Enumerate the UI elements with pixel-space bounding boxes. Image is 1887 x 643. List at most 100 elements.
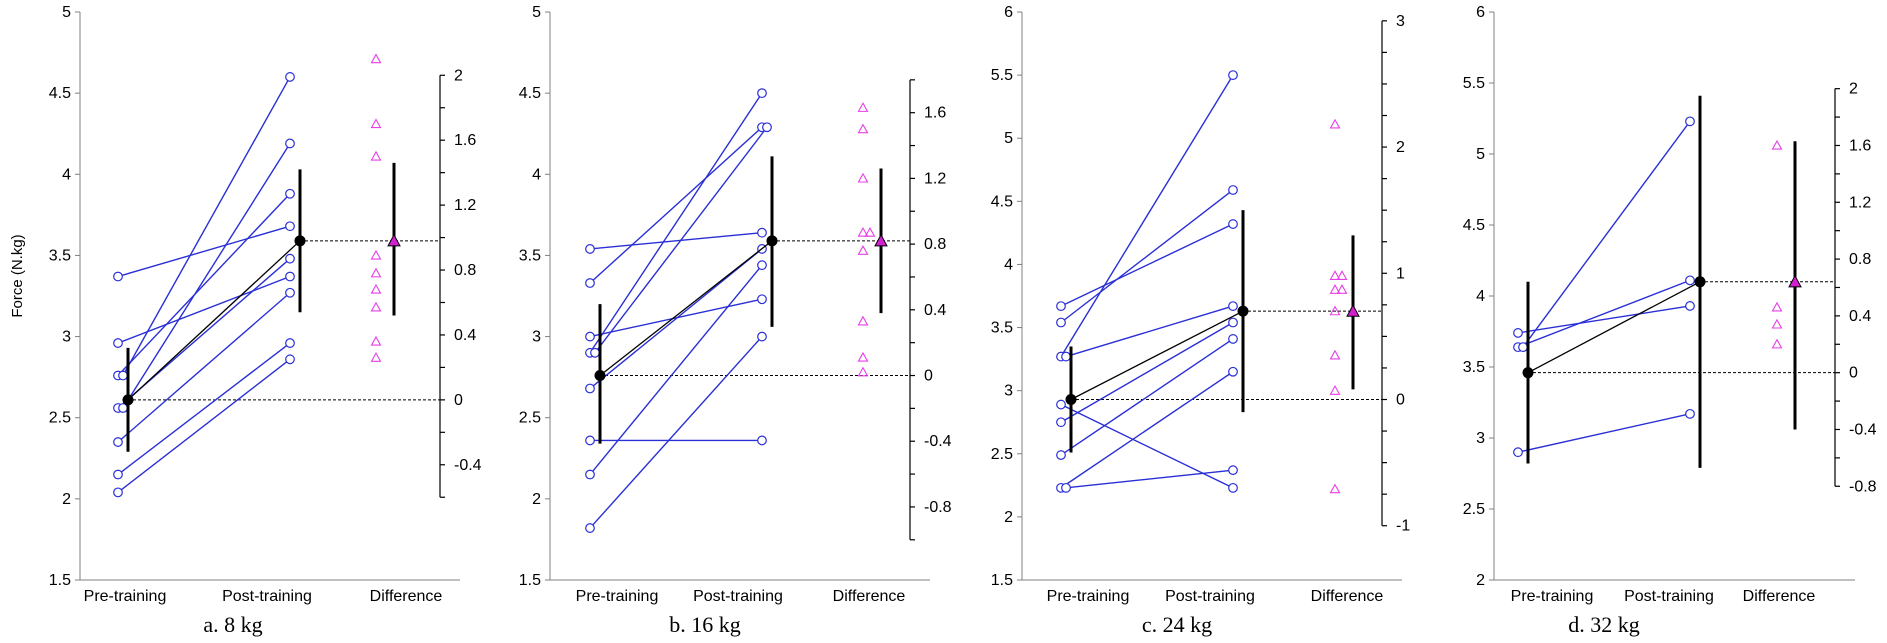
difference-point [370,150,382,161]
participant-line [589,92,763,354]
difference-point [857,351,869,362]
diff-tick-label: 1.6 [1849,137,1871,154]
post-point [757,260,767,271]
category-label: Post-training [222,588,312,605]
pre-point [1056,399,1066,410]
participant-line [1060,189,1234,324]
category-label: Post-training [1624,588,1714,605]
y-tick-label: 6 [1004,4,1013,21]
mean-connector-line [1527,281,1701,374]
y-tick-label: 1.5 [991,572,1013,589]
diff-tick-label: 1 [1396,265,1405,282]
diff-tick-label: 1.6 [924,105,946,122]
post-point [1228,70,1238,81]
diff-tick-label: 0.8 [454,262,476,279]
diff-tick-label: 3 [1396,13,1405,30]
diff-tick-label: 0 [1849,365,1858,382]
participant-line [117,358,291,493]
difference-point [857,245,869,255]
post-point [1228,301,1238,311]
post-point [762,122,772,133]
y-tick-label: 6 [1476,4,1485,21]
y-tick-label: 5 [62,4,71,21]
post-point [285,138,295,149]
pre-mean-marker [594,370,606,382]
participant-line [117,193,291,377]
difference-point [370,301,382,312]
mean-connector-line [599,240,773,377]
diff-tick-label: 0.8 [924,236,946,253]
y-tick-label: 4.5 [1463,217,1485,234]
post-point [757,88,767,99]
post-point [285,271,295,282]
post-mean-marker [766,235,778,247]
diff-tick-label: -0.4 [454,457,482,474]
pre-point [113,469,123,480]
pre-point [1056,301,1066,311]
y-tick-label: 5.5 [991,67,1013,84]
diff-tick-label: 0.4 [924,302,946,319]
mean-connector-line [1070,310,1244,401]
y-tick-label: 2 [532,491,541,508]
pre-point [1056,317,1066,328]
diff-tick-label: 2 [1396,139,1405,156]
diff-mean-marker [1788,274,1802,288]
participant-line [589,248,763,390]
y-tick-label: 4.5 [991,193,1013,210]
category-label: Pre-training [1047,588,1130,605]
y-tick-label: 2 [1004,509,1013,526]
participant-line [1517,279,1691,348]
category-label: Difference [833,588,906,605]
pre-point [590,347,600,358]
diff-tick-label: -0.8 [1849,478,1877,495]
participant-line [1517,305,1691,334]
post-point [1685,116,1695,127]
participant-line [117,342,291,476]
diff-mean-marker [387,233,401,247]
pre-mean-marker [1065,394,1077,406]
pre-point [1513,328,1523,338]
mean-connector-line [127,240,301,401]
post-point [757,227,767,238]
participant-line [1060,321,1234,423]
y-tick-label: 3.5 [1463,359,1485,376]
pre-point [1056,450,1066,460]
pre-point [1061,351,1071,362]
panel-4: 2 2.5 3 3.5 4 4.5 5 5.5 6 -0.8 -0.4 0 0.4 0.8 1.2 1.6 2 P… [1463,4,1877,637]
pre-point [585,278,595,288]
difference-point [857,226,869,237]
difference-point [857,172,869,183]
diff-tick-label: -1 [1396,518,1410,535]
pre-point [1056,417,1066,428]
difference-point [857,102,869,112]
y-axis-title: Force (N.kg) [9,234,26,317]
y-tick-label: 3 [1476,430,1485,447]
difference-point [1329,305,1341,316]
y-tick-label: 3.5 [991,320,1013,337]
participant-line [122,76,291,376]
post-point [757,435,767,446]
participant-line [1060,338,1234,456]
diff-tick-label: 0.8 [1849,251,1871,268]
difference-point [1771,139,1783,150]
panels: 1.5 2 2.5 3 3.5 4 4.5 5 -0.4 0 0.4 0.8 1.2 1.6 2 Pre-tr… [49,4,1877,637]
category-label: Pre-training [84,588,167,605]
post-point [1685,301,1695,311]
participant-line [1060,371,1234,489]
pre-point [585,523,595,533]
difference-point [370,118,382,129]
diff-tick-label: 0 [454,392,463,409]
y-tick-label: 2 [62,491,71,508]
difference-point [1336,284,1348,294]
diff-mean-marker [1346,304,1360,317]
post-point [1228,482,1238,493]
post-point [285,287,295,298]
difference-point [370,283,382,294]
post-point [1228,334,1238,344]
post-point [285,253,295,264]
difference-point [857,123,869,134]
y-tick-label: 3 [532,329,541,346]
category-label: Difference [1743,588,1816,605]
pre-point [585,469,595,480]
